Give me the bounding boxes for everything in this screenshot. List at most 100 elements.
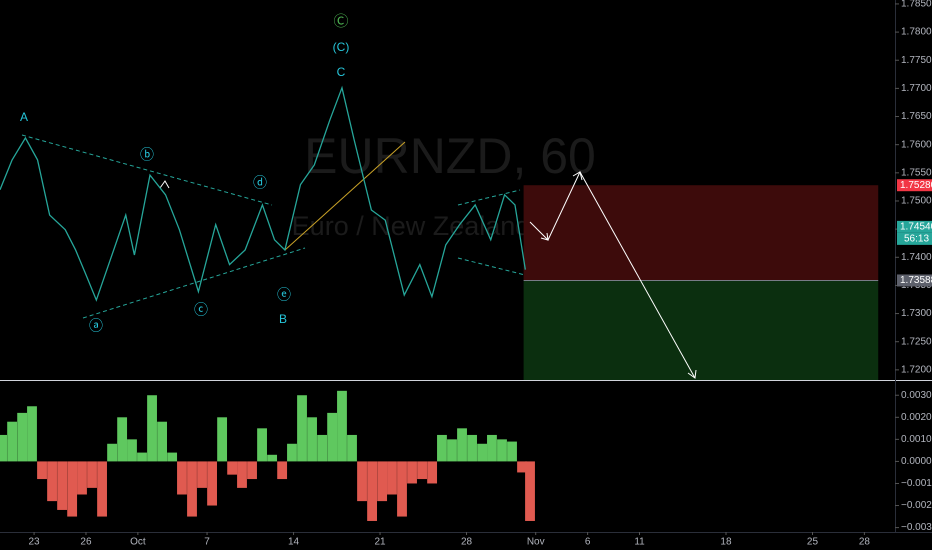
osc-bar bbox=[67, 461, 78, 517]
osc-bar bbox=[77, 461, 87, 495]
trend-line bbox=[82, 247, 306, 319]
osc-bar bbox=[277, 461, 288, 480]
osc-bar bbox=[207, 461, 217, 506]
wave-label: Ⓒ bbox=[333, 13, 348, 30]
osc-bar bbox=[357, 461, 367, 502]
osc-bar bbox=[147, 395, 157, 462]
x-tick-label: 14 bbox=[288, 537, 300, 548]
osc-bar bbox=[507, 441, 517, 462]
osc-bar bbox=[525, 461, 535, 521]
watermark-symbol: EURNZD, 60 bbox=[304, 128, 596, 184]
wave-label: ⓓ bbox=[253, 175, 267, 191]
osc-bar bbox=[487, 434, 497, 462]
x-tick-label: 11 bbox=[634, 537, 645, 548]
osc-bar bbox=[237, 461, 247, 488]
wave-label: A bbox=[20, 110, 28, 124]
trend-line bbox=[457, 189, 521, 206]
osc-bar bbox=[0, 434, 7, 462]
trend-line bbox=[284, 141, 406, 251]
osc-bar bbox=[87, 461, 97, 488]
osc-bar bbox=[167, 452, 178, 462]
y-tick-label: 1.76500 bbox=[901, 111, 932, 122]
osc-y-tick-label: −0.0020 bbox=[901, 500, 932, 511]
osc-y-tick-label: 0.0030 bbox=[901, 390, 932, 401]
osc-bar bbox=[197, 461, 207, 488]
osc-bar bbox=[177, 461, 187, 495]
osc-bar bbox=[97, 461, 107, 517]
osc-bar bbox=[347, 434, 357, 462]
y-tick-label: 1.72500 bbox=[901, 336, 932, 347]
osc-bar bbox=[317, 434, 328, 462]
x-tick-label: Nov bbox=[527, 537, 545, 548]
y-tick-label: 1.78500 bbox=[901, 0, 932, 10]
osc-bar bbox=[227, 461, 238, 475]
price-tag-label: 1.73588 bbox=[900, 275, 932, 286]
osc-bar bbox=[7, 421, 18, 462]
trend-line bbox=[21, 134, 273, 206]
arrow-head bbox=[540, 232, 549, 241]
osc-bar bbox=[37, 461, 47, 480]
x-tick-label: 7 bbox=[204, 537, 210, 548]
osc-bar bbox=[477, 443, 488, 462]
osc-bar bbox=[517, 461, 527, 473]
osc-bar bbox=[467, 434, 477, 462]
osc-bar bbox=[377, 461, 388, 502]
price-line bbox=[0, 85, 526, 302]
x-tick-label: 6 bbox=[585, 537, 591, 548]
arrow-head bbox=[159, 180, 170, 189]
x-tick-label: 28 bbox=[859, 537, 871, 548]
y-tick-label: 1.75000 bbox=[901, 196, 932, 207]
osc-bar bbox=[367, 461, 377, 521]
y-tick-label: 1.78000 bbox=[901, 27, 932, 38]
wave-label: ⓒ bbox=[194, 302, 208, 318]
arrow-head bbox=[687, 369, 697, 379]
wave-label: ⓐ bbox=[89, 318, 103, 334]
osc-bar bbox=[497, 439, 507, 462]
wave-label: ⓑ bbox=[140, 147, 154, 163]
y-tick-label: 1.72000 bbox=[901, 365, 932, 376]
price-tag bbox=[897, 274, 932, 287]
osc-y-tick-label: −0.0030 bbox=[901, 522, 932, 533]
countdown-tag bbox=[897, 232, 932, 245]
osc-bar bbox=[307, 417, 317, 462]
osc-bar bbox=[107, 443, 118, 462]
x-tick-label: 21 bbox=[374, 537, 386, 548]
arrow-head bbox=[572, 171, 583, 181]
x-tick-label: 25 bbox=[807, 537, 819, 548]
stop-zone bbox=[523, 185, 879, 281]
osc-bar bbox=[257, 428, 267, 462]
y-tick-label: 1.77500 bbox=[901, 55, 932, 66]
wave-label: (C) bbox=[333, 40, 350, 54]
wave-label: C bbox=[337, 65, 346, 79]
osc-bar bbox=[387, 461, 397, 495]
osc-y-tick-label: −0.0010 bbox=[901, 478, 932, 489]
wave-label: ⓔ bbox=[277, 287, 291, 303]
osc-bar bbox=[137, 452, 147, 462]
projection-arrow bbox=[529, 170, 696, 379]
target-zone bbox=[523, 280, 879, 380]
osc-bar bbox=[127, 439, 137, 462]
price-tag bbox=[897, 220, 932, 233]
x-tick-label: 28 bbox=[461, 537, 473, 548]
price-tag-label: 1.75280 bbox=[900, 180, 932, 191]
osc-bar bbox=[457, 428, 467, 462]
y-tick-label: 1.76000 bbox=[901, 139, 932, 150]
x-tick-label: 26 bbox=[80, 537, 92, 548]
y-tick-label: 1.75500 bbox=[901, 167, 932, 178]
osc-bar bbox=[287, 443, 297, 462]
x-tick-label: 23 bbox=[29, 537, 41, 548]
osc-y-tick-label: 0.0000 bbox=[901, 456, 932, 467]
osc-bar bbox=[397, 461, 407, 517]
osc-bar bbox=[117, 417, 128, 462]
osc-y-tick-label: 0.0010 bbox=[901, 434, 932, 445]
osc-bar bbox=[297, 395, 307, 462]
osc-bar bbox=[47, 461, 57, 502]
osc-bar bbox=[337, 390, 347, 462]
wave-label: B bbox=[279, 312, 287, 326]
x-tick-label: 18 bbox=[720, 537, 732, 548]
price-tag-label: 1.74540 bbox=[900, 222, 932, 233]
y-tick-label: 1.74000 bbox=[901, 252, 932, 263]
osc-bar bbox=[27, 406, 37, 462]
